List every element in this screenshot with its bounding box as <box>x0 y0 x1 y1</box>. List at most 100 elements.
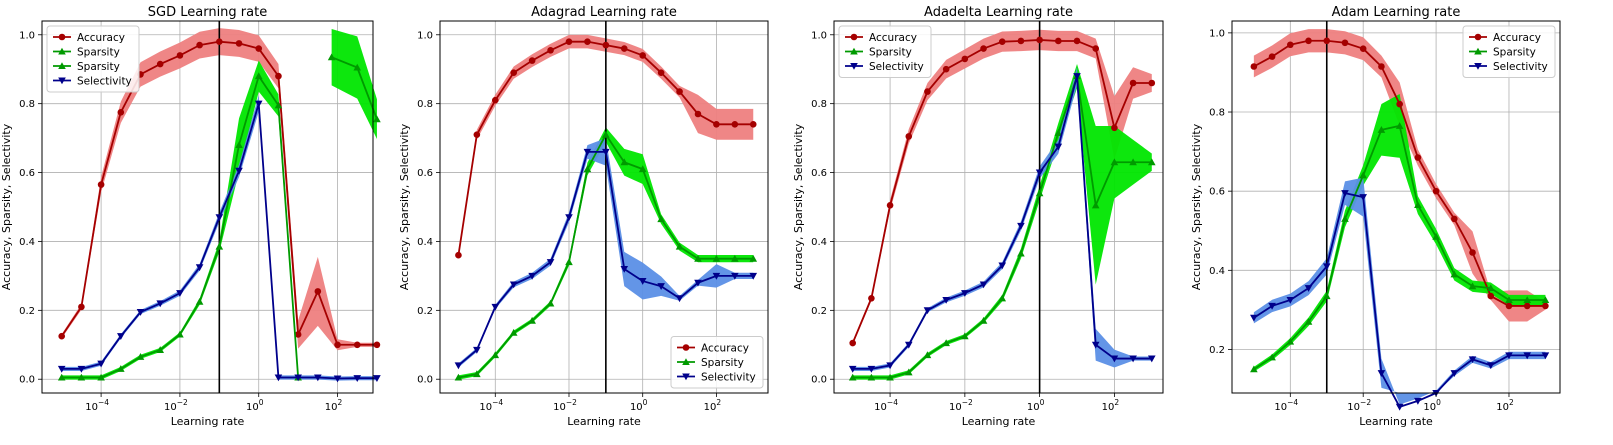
data-point-selectivity <box>294 374 302 382</box>
data-point-selectivity <box>1468 356 1477 364</box>
y-tick-label: 0.8 <box>417 99 433 110</box>
data-point-sparsity <box>961 332 969 340</box>
data-point-accuracy <box>97 181 105 188</box>
legend: Accuracy Sparsity Selectivity <box>670 336 764 389</box>
data-point-selectivity <box>657 283 665 291</box>
data-point-accuracy <box>886 201 894 209</box>
y-tick-label: 0.6 <box>19 168 35 179</box>
legend-marker <box>58 62 66 70</box>
data-point-accuracy <box>1505 302 1513 310</box>
data-point-selectivity <box>1250 314 1258 322</box>
data-point-selectivity <box>1304 285 1313 292</box>
data-point-sparsity <box>254 72 263 80</box>
data-point-accuracy <box>998 38 1006 45</box>
data-point-sparsity <box>97 373 105 381</box>
data-point-selectivity <box>1147 355 1156 363</box>
data-point-selectivity <box>1377 370 1386 378</box>
x-tick-label: 102 <box>704 398 722 413</box>
data-point-selectivity <box>77 365 86 373</box>
x-tick-label: 100 <box>630 398 648 413</box>
data-point-accuracy <box>1092 45 1100 52</box>
data-point-sparsity <box>583 165 592 173</box>
legend-label: Selectivity <box>77 75 132 87</box>
data-point-selectivity <box>675 295 684 303</box>
band-sparsity <box>852 63 1152 380</box>
x-tick-label: 102 <box>1102 398 1120 413</box>
data-point-accuracy <box>117 108 125 116</box>
data-point-sparsity <box>215 242 224 250</box>
y-tick-label: 0.2 <box>811 306 827 317</box>
data-point-sparsity <box>57 373 66 381</box>
data-point-selectivity <box>1129 355 1137 363</box>
data-point-selectivity <box>749 272 758 280</box>
band-sparsity <box>331 29 377 140</box>
data-point-sparsity <box>1505 296 1513 304</box>
data-point-accuracy <box>1148 79 1156 87</box>
data-point-accuracy <box>1036 36 1043 44</box>
data-point-accuracy <box>713 121 720 128</box>
data-point-selectivity <box>923 307 932 315</box>
x-tick-label: 10−2 <box>1347 398 1371 413</box>
data-point-accuracy <box>1323 37 1331 45</box>
data-point-selectivity <box>235 167 243 175</box>
y-tick-label: 0.6 <box>1209 187 1225 198</box>
data-point-sparsity <box>998 294 1007 302</box>
data-point-accuracy <box>473 131 481 138</box>
data-point-selectivity <box>454 362 463 370</box>
data-point-selectivity <box>1359 194 1367 201</box>
data-point-selectivity <box>1414 397 1422 405</box>
data-point-selectivity <box>254 100 263 108</box>
data-point-selectivity <box>886 362 894 370</box>
data-point-sparsity <box>176 330 184 338</box>
data-point-selectivity <box>215 214 224 222</box>
x-tick-label: 10−2 <box>949 398 973 413</box>
y-tick-label: 0.0 <box>811 375 827 386</box>
data-point-selectivity <box>904 341 913 349</box>
x-tick-label: 100 <box>1423 398 1441 413</box>
legend-box <box>838 25 932 78</box>
data-point-accuracy <box>255 45 263 52</box>
data-point-sparsity <box>848 373 857 381</box>
data-point-selectivity <box>1541 352 1550 360</box>
data-point-accuracy <box>980 45 987 52</box>
data-point-accuracy <box>565 38 573 45</box>
data-point-accuracy <box>547 46 554 54</box>
data-point-accuracy <box>1341 39 1349 47</box>
legend-marker <box>1474 33 1482 41</box>
data-point-selectivity <box>373 375 381 382</box>
data-point-sparsity <box>1541 296 1550 304</box>
data-point-accuracy <box>1305 37 1312 45</box>
band-sparsity <box>61 60 299 380</box>
legend-marker <box>58 33 66 41</box>
data-point-sparsity <box>904 368 913 376</box>
y-tick-label: 0.2 <box>19 306 35 317</box>
band-accuracy <box>1253 29 1546 322</box>
chart-title: Adagrad Learning rate <box>531 5 677 20</box>
legend-label: Selectivity <box>701 371 756 383</box>
data-point-selectivity <box>565 214 573 222</box>
y-tick-label: 0.4 <box>1209 266 1225 277</box>
chart-title: SGD Learning rate <box>148 5 267 20</box>
legend-label: Sparsity <box>77 61 120 73</box>
data-point-accuracy <box>1250 63 1258 70</box>
data-point-sparsity <box>1377 126 1386 133</box>
data-point-accuracy <box>1378 63 1385 70</box>
legend-box <box>670 336 764 389</box>
data-point-selectivity <box>1110 355 1119 363</box>
data-point-selectivity <box>1395 403 1404 411</box>
data-point-accuracy <box>528 57 536 64</box>
legend-box <box>1462 25 1556 78</box>
data-point-accuracy <box>961 55 969 63</box>
data-point-accuracy <box>868 294 875 302</box>
data-point-accuracy <box>1396 100 1403 108</box>
legend: Accuracy Sparsity Selectivity <box>838 25 932 78</box>
legend-marker <box>58 47 66 55</box>
data-point-accuracy <box>510 69 518 76</box>
data-point-selectivity <box>583 148 592 156</box>
data-point-selectivity <box>712 272 721 280</box>
data-point-selectivity <box>528 272 536 280</box>
y-tick-label: 0.8 <box>19 99 35 110</box>
data-point-selectivity <box>314 374 322 382</box>
data-point-accuracy <box>1111 124 1118 132</box>
